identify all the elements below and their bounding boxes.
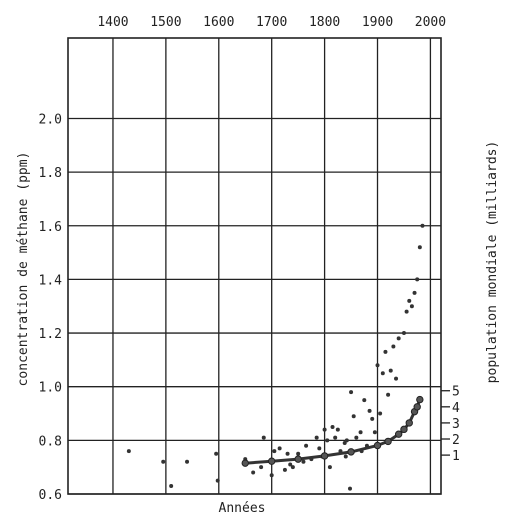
methane-point-32 [343,454,348,459]
methane-point-58 [412,290,417,295]
x-tick-1700: 1700 [256,15,287,30]
methane-point-55 [404,309,409,314]
x-axis-label: Années [219,501,266,516]
population-point-5 [373,441,382,450]
methane-point-56 [407,298,412,303]
methane-point-47 [380,371,385,376]
y2-axis-label: population mondiale (milliards) [485,141,500,384]
methane-point-14 [285,451,290,456]
methane-point-48 [383,349,388,354]
methane-point-18 [301,459,306,464]
y-tick-2.0: 2.0 [39,112,62,127]
methane-point-57 [409,304,414,309]
methane-point-27 [330,424,335,429]
x-tick-2000: 2000 [415,15,446,30]
methane-point-5 [215,478,220,483]
methane-point-53 [396,336,401,341]
methane-point-61 [420,223,425,228]
methane-point-0 [126,449,131,454]
x-tick-1800: 1800 [309,15,340,30]
methane-point-7 [251,470,256,475]
population-point-1 [267,457,276,465]
methane-point-49 [386,392,391,397]
methane-point-34 [347,486,352,491]
grid [68,38,441,495]
methane-point-31 [342,441,347,446]
population-point-12 [416,395,424,404]
methane-point-51 [391,344,396,349]
x-tick-1900: 1900 [362,15,393,30]
y-tick-1.6: 1.6 [39,220,62,235]
methane-point-15 [288,462,293,467]
y2-tick-1: 1 [452,449,460,464]
population-point-11 [413,403,421,411]
y2-tick-5: 5 [452,385,460,400]
x-tick-1600: 1600 [203,15,234,30]
population-point-6 [384,437,392,446]
x-tick-1500: 1500 [150,15,181,30]
population-point-0 [241,459,249,467]
methane-point-40 [362,398,367,403]
methane-point-26 [327,465,332,470]
methane-point-17 [296,451,301,456]
methane-point-21 [314,435,319,440]
methane-point-29 [335,427,340,432]
tick-labels: 1400 1500 1600 1700 1800 1900 2000 0.6 0.8 1.0 1.2… [39,15,460,503]
methane-point-9 [261,435,266,440]
methane-point-13 [282,467,287,472]
methane-point-2 [169,483,174,488]
y2-tick-3: 3 [452,417,460,432]
methane-point-44 [372,430,377,435]
methane-point-8 [259,465,264,470]
methane-point-12 [277,446,282,451]
methane-point-52 [394,376,399,381]
population-point-8 [400,425,408,434]
methane-point-42 [367,408,372,413]
methane-point-33 [344,438,349,443]
methane-point-59 [415,277,420,282]
methane-point-19 [304,443,309,448]
data-marks [126,223,425,491]
plot-frame [67,37,442,495]
methane-point-36 [351,414,356,419]
methane-point-50 [388,368,393,373]
methane-point-45 [375,363,380,368]
y2-tick-2: 2 [452,433,460,448]
methane-point-46 [378,411,383,416]
y-tick-0.8: 0.8 [39,434,62,449]
y-tick-1.8: 1.8 [39,166,62,181]
population-point-3 [320,452,329,460]
y-tick-1.4: 1.4 [39,273,63,288]
methane-point-28 [333,435,338,440]
methane-point-22 [317,446,322,451]
y-axis-label: concentration de méthane (ppm) [16,152,31,387]
methane-point-43 [370,416,375,421]
methane-point-3 [185,459,190,464]
methane-point-35 [349,390,354,395]
methane-point-25 [325,438,330,443]
methane-point-10 [269,473,274,478]
methane-point-1 [161,459,166,464]
methane-point-38 [358,430,363,435]
population-point-4 [347,448,355,456]
methane-point-54 [401,331,406,336]
population-point-7 [394,430,403,438]
population-point-2 [294,455,302,463]
methane-point-16 [290,465,295,470]
methane-point-4 [214,451,219,456]
y-tick-1.0: 1.0 [39,381,62,396]
x-tick-1400: 1400 [97,15,128,30]
methane-point-37 [354,435,359,440]
y-tick-0.6: 0.6 [39,488,62,503]
y2-tick-4: 4 [452,401,460,416]
y-tick-1.2: 1.2 [39,327,62,342]
methane-point-11 [272,449,277,454]
methane-point-24 [322,427,327,432]
population-point-9 [405,419,413,427]
methane-point-60 [417,245,422,250]
